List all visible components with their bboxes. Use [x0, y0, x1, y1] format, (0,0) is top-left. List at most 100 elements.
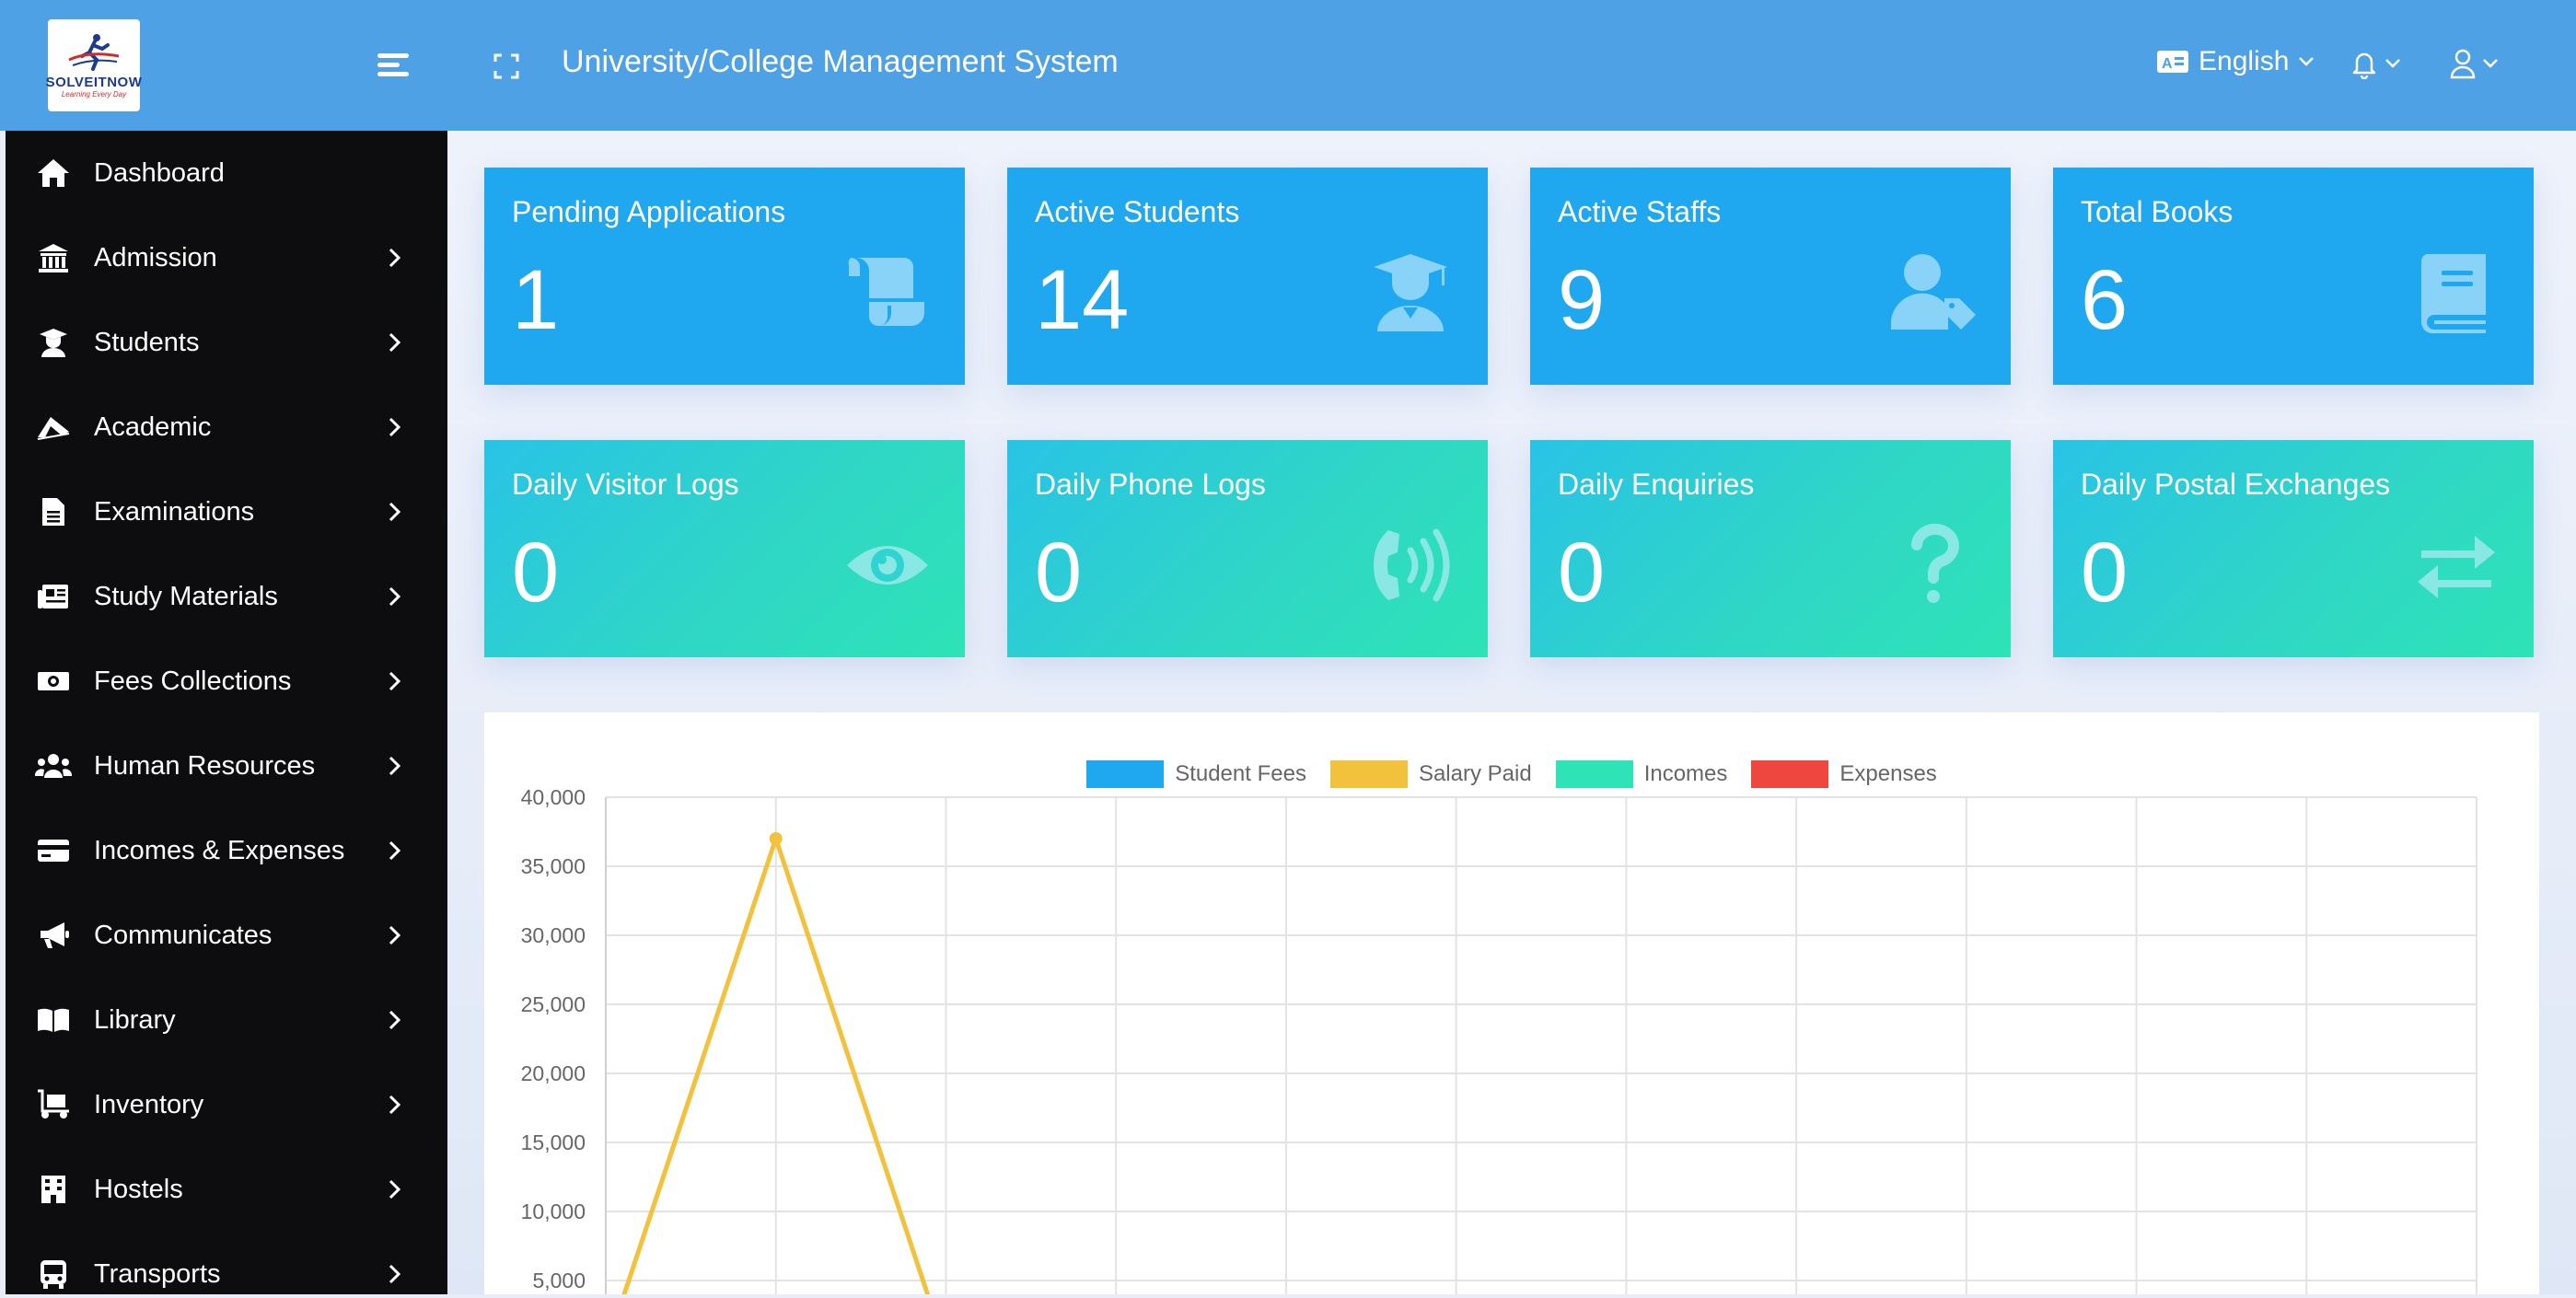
sidebar-item-transports[interactable]: Transports	[6, 1232, 447, 1294]
legend-item-expenses[interactable]: Expenses	[1751, 760, 1937, 788]
chevron-right-icon	[389, 1179, 401, 1199]
series-line-salary-paid	[621, 836, 931, 1294]
language-label: English	[2199, 46, 2290, 76]
sidebar-item-hostels[interactable]: Hostels	[6, 1147, 447, 1232]
graduate-icon	[1374, 254, 1447, 331]
scroll-icon	[848, 258, 924, 326]
legend-label: Incomes	[1643, 761, 1728, 786]
sidebar-toggle-icon[interactable]	[376, 50, 412, 81]
chevron-right-icon	[389, 586, 401, 607]
finance-chart-panel: Student Fees Salary Paid Incomes Expense…	[484, 713, 2539, 1294]
exchange-icon	[2418, 536, 2495, 598]
sidebar-item-human-resources[interactable]: Human Resources	[6, 724, 447, 808]
sidebar-item-communicates[interactable]: Communicates	[6, 893, 447, 978]
user-tag-icon	[1891, 254, 1976, 330]
graduate-icon	[40, 329, 67, 357]
bell-icon	[2352, 52, 2376, 79]
sidebar-item-dashboard[interactable]: Dashboard	[6, 131, 447, 215]
sidebar-item-label: Examinations	[94, 496, 255, 527]
chevron-right-icon	[389, 248, 401, 268]
card-daily-visitor-logs[interactable]: Daily Visitor Logs 0	[484, 440, 965, 657]
legend-swatch	[1555, 760, 1633, 788]
legend-item-student-fees[interactable]: Student Fees	[1086, 760, 1306, 788]
card-daily-phone-logs[interactable]: Daily Phone Logs 0	[1007, 440, 1488, 657]
card-value: 6	[2081, 253, 2129, 347]
chevron-right-icon	[389, 1010, 401, 1030]
y-tick-label: 5,000	[532, 1269, 586, 1292]
y-tick-label: 15,000	[521, 1130, 586, 1154]
home-icon	[38, 159, 69, 187]
top-header: SOLVEITNOW Learning Every Day University…	[0, 0, 2576, 131]
legend-label: Salary Paid	[1418, 761, 1532, 786]
legend-label: Student Fees	[1175, 761, 1306, 786]
sidebar-item-inventory[interactable]: Inventory	[6, 1062, 447, 1147]
sidebar-item-students[interactable]: Students	[6, 300, 447, 385]
card-value: 0	[2081, 526, 2129, 620]
sidebar-item-label: Admission	[94, 242, 217, 272]
sidebar-item-fees-collections[interactable]: Fees Collections	[6, 639, 447, 724]
card-label: Pending Applications	[512, 195, 786, 228]
card-active-students[interactable]: Active Students 14	[1007, 168, 1488, 385]
svg-text:A: A	[2162, 56, 2173, 72]
card-label: Daily Enquiries	[1558, 468, 1755, 501]
sidebar-item-label: Academic	[94, 411, 212, 442]
chevron-right-icon	[389, 332, 401, 353]
sidebar-item-study-materials[interactable]: Study Materials	[6, 554, 447, 639]
main-content: Pending Applications 1 Active Students 1…	[447, 131, 2576, 1294]
chevron-down-icon	[2299, 57, 2315, 66]
sidebar-item-label: Human Resources	[94, 750, 316, 781]
card-label: Total Books	[2081, 195, 2234, 228]
chevron-down-icon	[2385, 59, 2400, 68]
card-daily-postal-exchanges[interactable]: Daily Postal Exchanges 0	[2053, 440, 2534, 657]
chevron-right-icon	[389, 417, 401, 437]
chevron-right-icon	[389, 925, 401, 945]
legend-swatch	[1751, 760, 1829, 788]
chevron-right-icon	[389, 671, 401, 691]
language-selector[interactable]: A English	[2156, 46, 2315, 77]
card-total-books[interactable]: Total Books 6	[2053, 168, 2534, 385]
sidebar-item-incomes-expenses[interactable]: Incomes & Expenses	[6, 808, 447, 893]
page-title: University/College Management System	[562, 44, 1119, 79]
card-pending-applications[interactable]: Pending Applications 1	[484, 168, 965, 385]
book-icon	[2420, 254, 2486, 333]
sidebar-item-examinations[interactable]: Examinations	[6, 469, 447, 554]
card-active-staffs[interactable]: Active Staffs 9	[1530, 168, 2011, 385]
finance-line-chart: 40,000 35,000 30,000 25,000 20,000 15,000 10,0…	[521, 785, 2477, 1294]
legend-label: Expenses	[1839, 761, 1937, 786]
sidebar: Dashboard Admission Students Academic Ex…	[6, 131, 447, 1294]
sidebar-item-admission[interactable]: Admission	[6, 215, 447, 300]
chevron-down-icon	[2483, 59, 2498, 68]
sidebar-item-label: Library	[94, 1004, 176, 1035]
legend-item-incomes[interactable]: Incomes	[1555, 760, 1728, 788]
card-daily-enquiries[interactable]: Daily Enquiries 0	[1530, 440, 2011, 657]
sidebar-item-label: Hostels	[94, 1174, 183, 1204]
chevron-right-icon	[389, 840, 401, 861]
y-tick-label: 40,000	[521, 785, 586, 809]
sidebar-item-label: Students	[94, 327, 200, 357]
university-icon	[39, 244, 68, 272]
card-label: Daily Postal Exchanges	[2081, 468, 2391, 501]
sidebar-item-label: Study Materials	[94, 581, 278, 611]
language-icon: A	[2157, 51, 2188, 73]
sidebar-item-label: Inventory	[94, 1089, 204, 1119]
y-tick-label: 25,000	[521, 992, 586, 1016]
legend-item-salary-paid[interactable]: Salary Paid	[1329, 760, 1532, 788]
chevron-right-icon	[389, 1095, 401, 1115]
runner-logo-icon	[68, 34, 120, 71]
card-value: 0	[512, 526, 560, 620]
card-value: 1	[512, 253, 560, 347]
building-icon	[41, 1176, 65, 1203]
sidebar-item-academic[interactable]: Academic	[6, 385, 447, 469]
y-tick-label: 35,000	[521, 854, 586, 878]
logo[interactable]: SOLVEITNOW Learning Every Day	[46, 19, 142, 111]
data-point	[769, 832, 783, 845]
logo-tagline: Learning Every Day	[61, 90, 127, 99]
question-icon	[1911, 523, 1959, 603]
user-menu-button[interactable]	[2449, 48, 2499, 79]
sidebar-item-label: Dashboard	[94, 157, 225, 188]
fullscreen-icon[interactable]	[492, 52, 521, 81]
book-open-icon	[37, 417, 70, 440]
sidebar-item-library[interactable]: Library	[6, 978, 447, 1062]
notifications-button[interactable]	[2350, 48, 2401, 79]
megaphone-icon	[41, 922, 69, 948]
